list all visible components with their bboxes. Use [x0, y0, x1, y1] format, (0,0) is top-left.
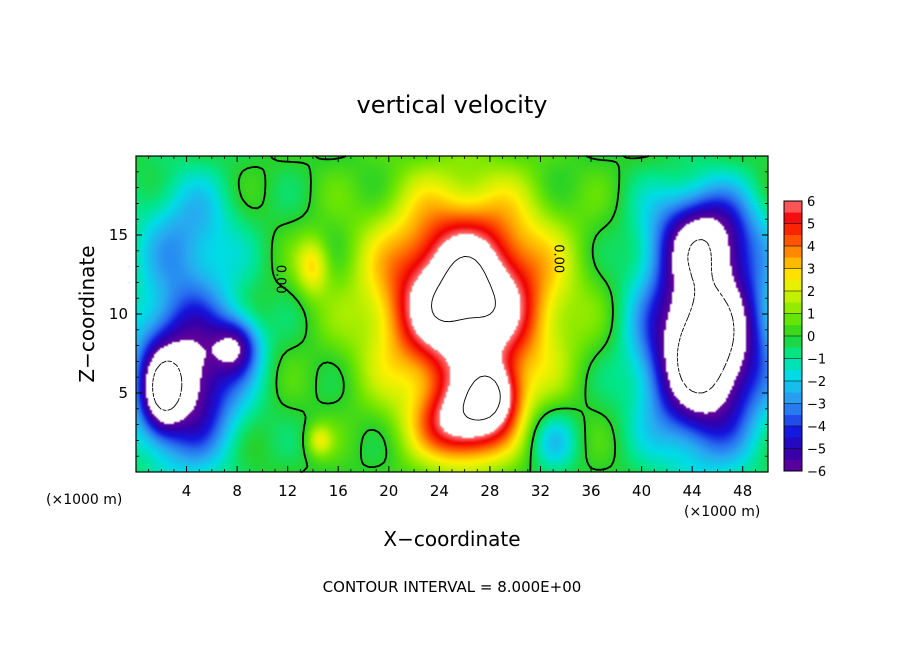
colorbar-swatch: [784, 223, 802, 236]
x-tick-label: 4: [182, 482, 192, 500]
colorbar-swatch: [784, 392, 802, 404]
y-axis-label: Z−coordinate: [75, 245, 99, 382]
colorbar-swatch: [784, 403, 802, 416]
x-tick-label: 20: [379, 482, 398, 500]
colorbar-tick-label: 6: [807, 195, 815, 210]
x-tick-label: 28: [480, 482, 499, 500]
x-tick-label: 40: [632, 482, 651, 500]
colorbar-swatch: [784, 347, 802, 359]
colorbar-swatch: [784, 246, 802, 258]
colorbar-swatch: [784, 381, 802, 393]
colorbar-tick-label: −3: [807, 398, 826, 413]
colorbar-swatch: [784, 257, 802, 269]
colorbar-swatch: [784, 448, 802, 461]
colorbar-swatch: [784, 336, 802, 348]
contour-label-0: 0.00: [272, 265, 287, 294]
colorbar-swatch: [784, 234, 802, 247]
colorbar-tick-label: 4: [807, 240, 815, 255]
colorbar-swatch: [784, 358, 802, 371]
x-tick-label: 16: [329, 482, 348, 500]
colorbar-swatch: [784, 324, 802, 337]
colorbar-swatch: [784, 437, 802, 449]
colorbar-tick-label: −6: [807, 465, 826, 480]
colorbar-swatch: [784, 268, 802, 281]
colorbar-tick-label: 0: [807, 330, 815, 345]
colorbar-tick-label: 1: [807, 308, 815, 323]
y-tick-label: 5: [118, 384, 128, 402]
y-axis-ticks: 5 10 15: [109, 171, 768, 457]
colorbar-swatch: [784, 369, 802, 382]
colorbar-tick-label: −2: [807, 375, 826, 390]
y-tick-label: 10: [109, 305, 128, 323]
x-tick-label: 24: [430, 482, 449, 500]
colorbar-tick-label: 2: [807, 285, 815, 300]
contour-interval-footer: CONTOUR INTERVAL = 8.000E+00: [323, 578, 582, 596]
chart-title: vertical velocity: [357, 91, 548, 119]
colorbar-swatch: [784, 302, 802, 314]
contour-labels: 0.00 0.00: [272, 244, 565, 293]
x-tick-label: 36: [581, 482, 600, 500]
x-tick-label: 8: [232, 482, 242, 500]
colorbar-tick-label: −5: [807, 443, 826, 458]
colorbar-swatch: [784, 426, 802, 438]
contour-positive: [431, 255, 501, 421]
x-axis-unit-right: (×1000 m): [684, 504, 760, 520]
x-axis-label: X−coordinate: [383, 527, 520, 551]
x-tick-label: 12: [278, 482, 297, 500]
x-axis-ticks: 4 8 12 16 20 24 28 32 36 40 44 48: [148, 156, 756, 500]
contour-negative: [152, 239, 735, 412]
colorbar-tick-label: 5: [807, 218, 815, 233]
colorbar-swatch: [784, 313, 802, 326]
x-tick-label: 32: [531, 482, 550, 500]
velocity-field: [136, 156, 768, 472]
y-tick-label: 15: [109, 226, 128, 244]
colorbar-swatch: [784, 279, 802, 292]
colorbar-tick-label: −4: [807, 420, 826, 435]
x-axis-unit-left: (×1000 m): [46, 492, 122, 508]
colorbar-swatch: [784, 201, 802, 213]
colorbar-swatch: [784, 212, 802, 224]
x-tick-label: 44: [683, 482, 702, 500]
colorbar: 6 5 4 3 2 1 0 −1 −2 −3 −4 −5 −6: [783, 195, 826, 480]
colorbar-swatch: [784, 459, 802, 472]
contour-label-1: 0.00: [550, 244, 565, 273]
colorbar-swatch: [784, 414, 802, 427]
plot-area: 0.00 0.00: [135, 155, 769, 473]
colorbar-tick-label: −1: [807, 353, 826, 368]
contour-lines: [152, 155, 735, 473]
colorbar-tick-label: 3: [807, 263, 815, 278]
colorbar-swatch: [784, 291, 802, 303]
x-tick-label: 48: [733, 482, 752, 500]
